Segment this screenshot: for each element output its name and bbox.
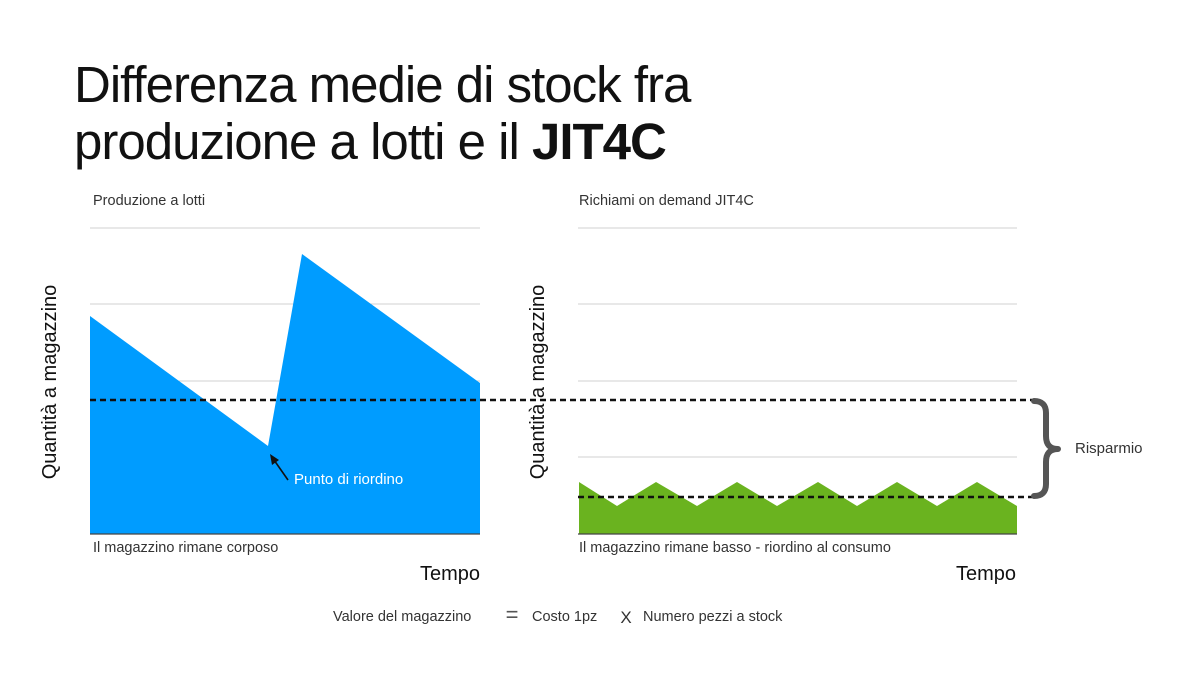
savings-label: Risparmio: [1075, 440, 1143, 457]
formula-right: Numero pezzi a stock: [643, 609, 783, 625]
page-title: Differenza medie di stock fra produzione…: [74, 56, 691, 170]
batch-chart-caption: Il magazzino rimane corposo: [93, 540, 278, 556]
batch-chart-y-label: Quantità a magazzino: [39, 285, 61, 480]
batch-chart-x-label: Tempo: [420, 563, 480, 585]
batch-chart-subtitle: Produzione a lotti: [93, 193, 205, 209]
formula-left: Valore del magazzino: [333, 609, 471, 625]
title-line-1: Differenza medie di stock fra: [74, 56, 691, 113]
jit-chart: Richiami on demand JIT4C Quantità a maga…: [527, 193, 1017, 585]
formula-middle: Costo 1pz: [532, 609, 597, 625]
jit-chart-caption: Il magazzino rimane basso - riordino al …: [579, 540, 891, 556]
jit-stock-area: [579, 482, 1017, 534]
reorder-point-arrow-icon: [270, 454, 289, 481]
reorder-point-annotation: Punto di riordino: [294, 471, 403, 488]
jit-chart-x-label: Tempo: [956, 563, 1016, 585]
batch-production-chart: Produzione a lotti Quantità a magazzino …: [39, 193, 480, 585]
jit-chart-gridlines: [578, 227, 1017, 458]
stock-value-formula: Valore del magazzino = Costo 1pz X Numer…: [333, 602, 783, 627]
title-line-2-bold: JIT4C: [531, 113, 667, 170]
jit-chart-y-label: Quantità a magazzino: [527, 285, 549, 480]
title-line-2: produzione a lotti e il JIT4C: [74, 113, 690, 170]
formula-equals: =: [506, 602, 519, 627]
batch-stock-area: [90, 254, 480, 534]
jit-chart-subtitle: Richiami on demand JIT4C: [579, 193, 754, 209]
formula-times: X: [620, 608, 631, 627]
savings-brace-icon: [1031, 398, 1061, 499]
title-line-2-prefix: produzione a lotti e il: [74, 113, 532, 170]
